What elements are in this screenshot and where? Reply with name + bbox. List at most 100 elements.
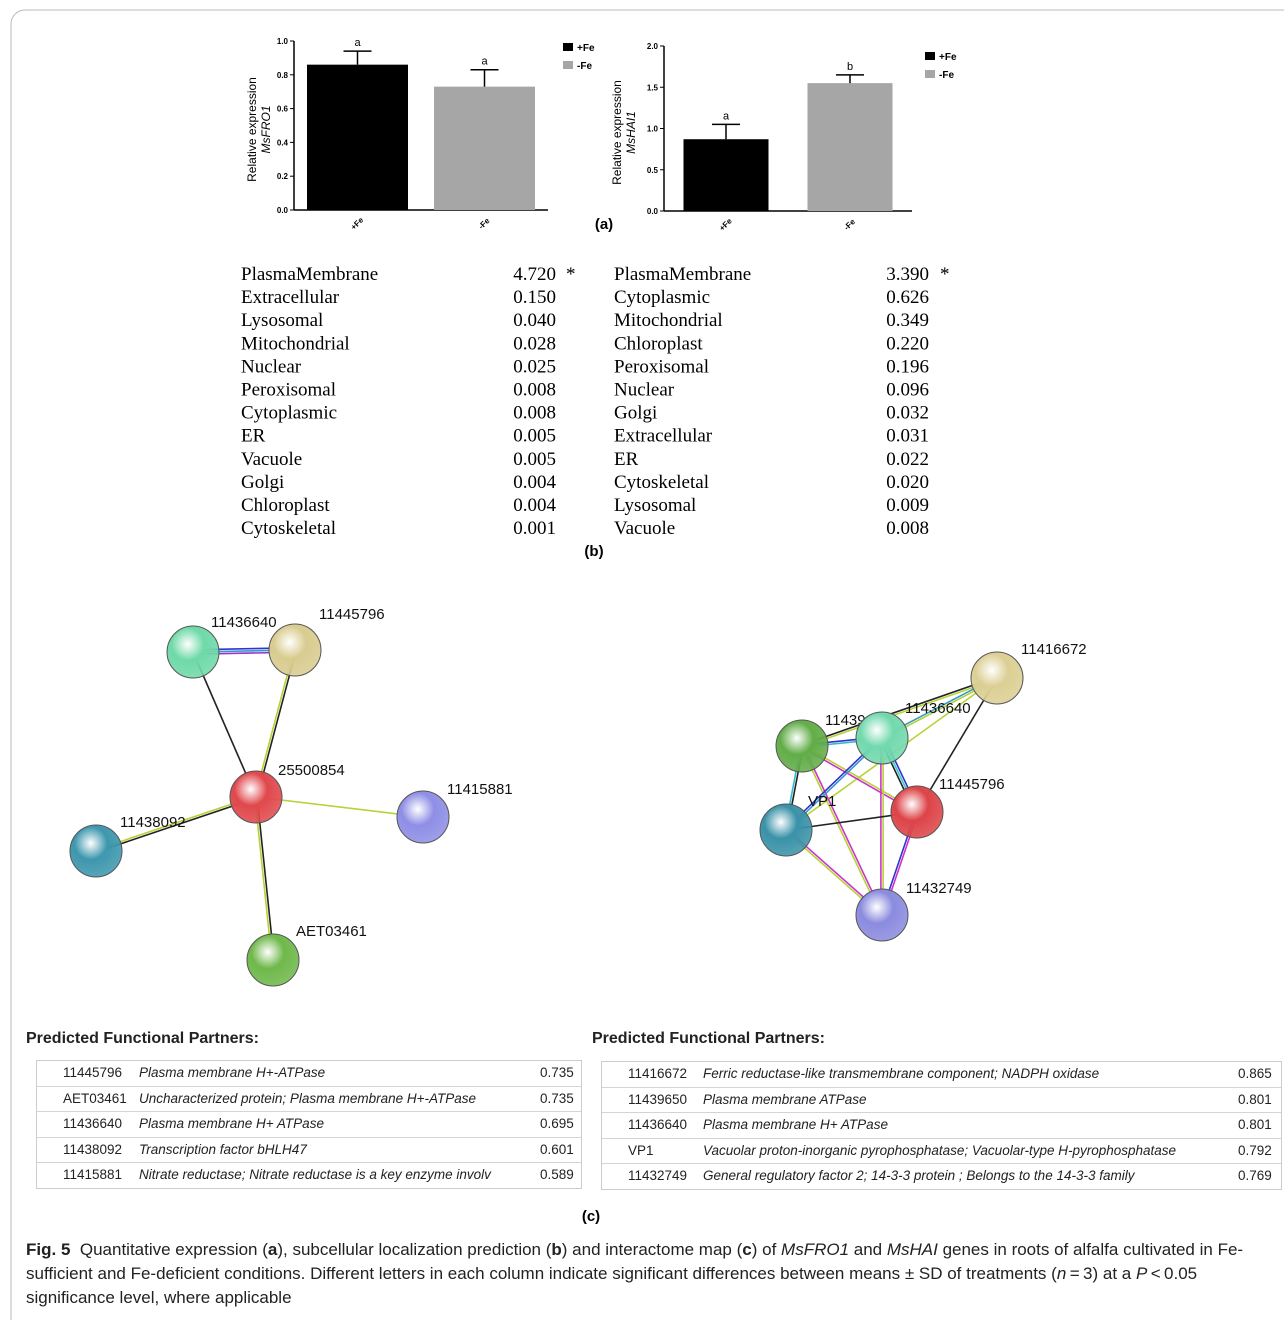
legend-swatch [563,43,573,51]
y-tick-label: 1.0 [277,37,289,46]
network-node [776,720,828,772]
error-bar [344,51,372,65]
panel-label: (b) [584,543,603,560]
significance-letter: a [354,37,361,49]
legend-label: +Fe [939,52,957,63]
location-name: ER [241,426,266,447]
network-node [971,652,1023,704]
caption-label: Fig. 5 [26,1240,70,1259]
location-score: 0.008 [886,518,929,539]
partner-id: 11432749 [628,1168,687,1183]
partner-id: 11415881 [63,1167,122,1182]
y-axis-label: Relative expression [245,77,259,182]
y-tick-label: 2.0 [647,42,659,51]
legend-swatch [925,70,935,78]
partner-id: 11436640 [628,1117,687,1132]
table-row: VP1 Vacuolar proton-inorganic pyrophospha… [602,1139,1281,1165]
table-title: Predicted Functional Partners: [26,1030,259,1048]
location-score: 0.220 [886,333,929,354]
location-score: 0.626 [886,287,929,308]
caption-text: P [1136,1264,1147,1283]
network-node [230,771,282,823]
table-row: 11438092Transcription factor bHLH470.601 [37,1138,581,1164]
network-node [856,712,908,764]
location-name: Peroxisomal [241,380,336,401]
node-label: 11432749 [906,880,972,897]
significance-letter: a [723,110,730,122]
partner-score: 0.601 [540,1142,574,1157]
location-score: 0.009 [886,495,929,516]
partner-score: 0.801 [1238,1092,1272,1107]
partner-description: Ferric reductase-like transmembrane comp… [703,1066,1099,1081]
location-score: 0.349 [886,310,929,331]
y-tick-label: 0.8 [277,71,289,80]
location-score: 0.150 [513,287,556,308]
location-name: PlasmaMembrane [614,264,751,285]
partner-id: 11436640 [63,1116,122,1131]
table-row: 11436640Plasma membrane H+ ATPase0.801 [602,1113,1281,1139]
significance-flag: * [940,264,950,285]
partners-table: 11416672 Ferric reductase-like transmembr… [601,1061,1282,1190]
location-score: 0.005 [513,426,556,447]
network-node [891,786,943,838]
table-row: 11445796Plasma membrane H+-ATPase0.735 [37,1061,581,1087]
network-node [397,791,449,843]
bar [307,65,408,210]
location-name: Extracellular [614,426,713,447]
location-name: Vacuole [614,518,675,539]
partner-score: 0.735 [540,1091,574,1106]
table-row: 11439650 Plasma membrane ATPase 0.801 [602,1088,1281,1114]
partner-id: 11416672 [628,1066,687,1081]
partner-description: Plasma membrane H+ ATPase [139,1116,324,1131]
y-tick-label: 0.0 [277,206,289,215]
legend-label: -Fe [577,61,592,72]
partner-id: 11439650 [628,1092,687,1107]
y-tick-label: 1.5 [647,83,659,92]
legend-swatch [563,61,573,69]
location-score: 0.040 [513,310,556,331]
location-score: 0.008 [513,380,556,401]
location-name: Extracellular [241,287,340,308]
x-tick-label: -Fe [477,216,492,231]
y-axis-label-gene: MsHAI1 [624,111,638,154]
location-name: Vacuole [241,449,302,470]
node-label: 25500854 [278,762,345,779]
legend-label: -Fe [939,70,954,81]
error-bar [836,75,864,83]
node-label: AET03461 [296,923,367,940]
node-label: 11445796 [319,606,385,623]
x-tick-label: -Fe [842,217,857,232]
partner-id: VP1 [628,1143,654,1158]
partner-description: Vacuolar proton-inorganic pyrophosphatas… [703,1143,1176,1158]
network-node [856,889,908,941]
location-score: 0.031 [886,426,929,447]
node-label: 11445796 [939,776,1005,793]
partner-score: 0.769 [1238,1168,1272,1183]
caption-text: = 3) at a [1066,1264,1136,1283]
table-title: Predicted Functional Partners: [592,1030,825,1048]
node-label: 11436640 [211,614,277,631]
location-score: 0.020 [886,472,929,493]
y-axis-label: Relative expression [610,80,624,185]
location-score: 0.032 [886,403,929,424]
partner-description: Plasma membrane ATPase [703,1092,867,1107]
error-bar [712,124,740,139]
location-score: 0.025 [513,356,556,377]
location-score: 0.005 [513,449,556,470]
location-name: Golgi [241,472,284,493]
panel-label: (a) [595,216,613,233]
partner-description: Plasma membrane H+ ATPase [703,1117,888,1132]
y-tick-label: 0.2 [277,172,289,181]
location-name: Golgi [614,403,657,424]
table-row: 11415881 Nitrate reductase; Nitrate reduc… [37,1163,581,1188]
partner-description: Nitrate reductase; Nitrate reductase is … [139,1167,491,1182]
location-name: Lysosomal [614,495,696,516]
y-tick-label: 0.4 [277,138,289,147]
location-score: 0.196 [886,356,929,377]
caption-text: MsHAI [887,1240,938,1259]
network-node [760,804,812,856]
location-name: Cytoskeletal [241,518,336,539]
